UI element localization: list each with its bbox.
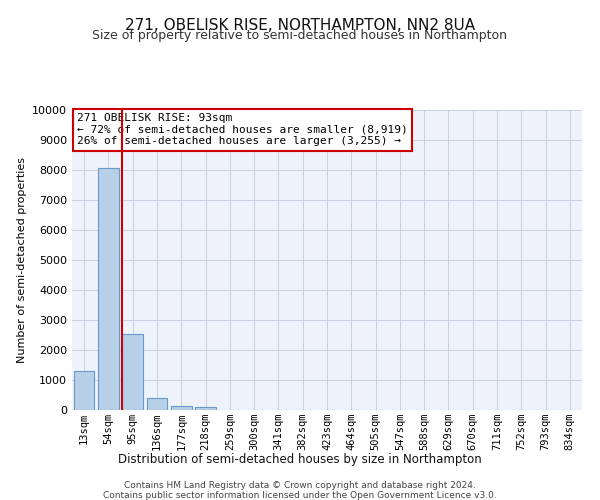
Text: Contains public sector information licensed under the Open Government Licence v3: Contains public sector information licen… [103,491,497,500]
Text: Distribution of semi-detached houses by size in Northampton: Distribution of semi-detached houses by … [118,452,482,466]
Text: 271 OBELISK RISE: 93sqm
← 72% of semi-detached houses are smaller (8,919)
26% of: 271 OBELISK RISE: 93sqm ← 72% of semi-de… [77,113,408,146]
Bar [122,334,143,410]
Bar [195,406,216,410]
Y-axis label: Number of semi-detached properties: Number of semi-detached properties [17,157,26,363]
Bar [171,406,191,410]
Bar [98,168,119,410]
Text: Size of property relative to semi-detached houses in Northampton: Size of property relative to semi-detach… [92,29,508,42]
Text: Contains HM Land Registry data © Crown copyright and database right 2024.: Contains HM Land Registry data © Crown c… [124,481,476,490]
Text: 271, OBELISK RISE, NORTHAMPTON, NN2 8UA: 271, OBELISK RISE, NORTHAMPTON, NN2 8UA [125,18,475,32]
Bar [146,398,167,410]
Bar [74,371,94,410]
